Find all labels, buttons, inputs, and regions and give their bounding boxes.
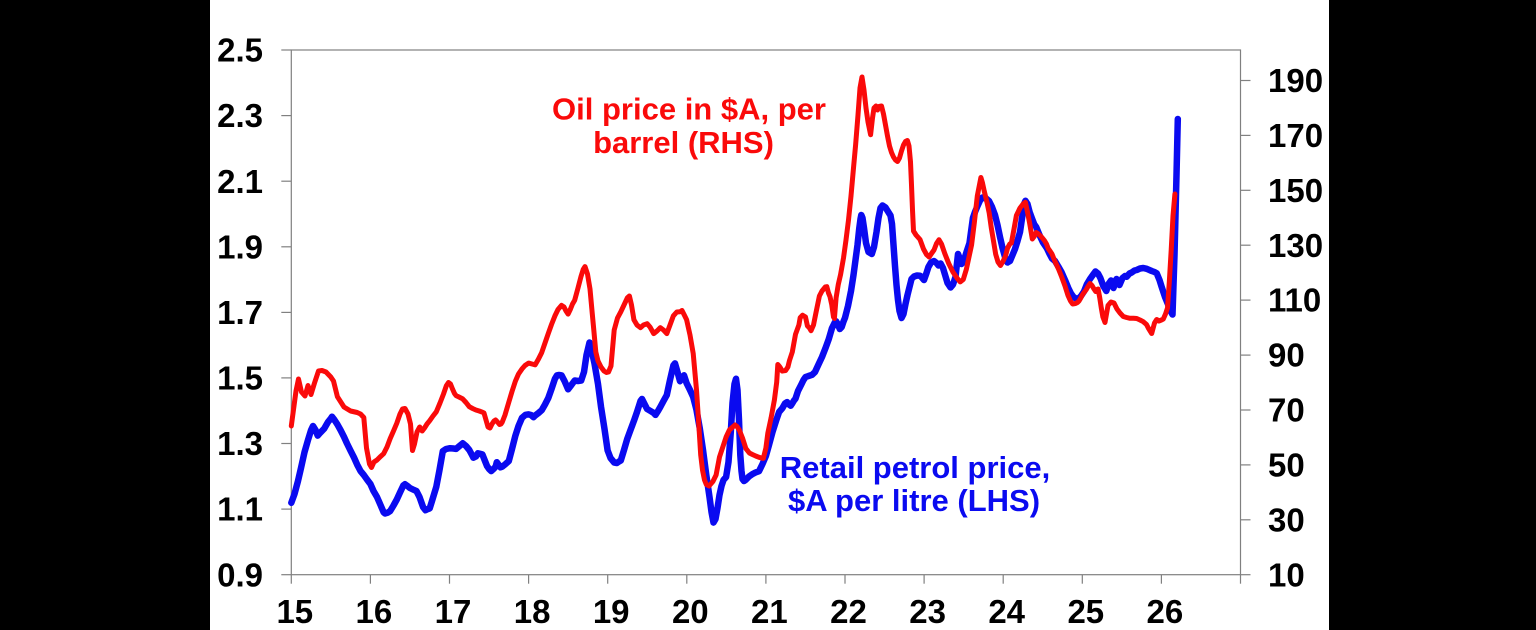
- svg-text:2.1: 2.1: [217, 163, 263, 200]
- svg-text:30: 30: [1268, 501, 1305, 538]
- svg-text:Retail petrol price,: Retail petrol price,: [780, 450, 1050, 485]
- svg-text:170: 170: [1268, 117, 1323, 154]
- svg-text:1.9: 1.9: [217, 228, 263, 265]
- svg-text:190: 190: [1268, 62, 1323, 99]
- svg-text:25: 25: [1067, 593, 1104, 630]
- svg-text:26: 26: [1147, 593, 1184, 630]
- svg-text:24: 24: [988, 593, 1025, 630]
- svg-text:2.5: 2.5: [217, 32, 263, 69]
- svg-text:0.9: 0.9: [217, 556, 263, 593]
- svg-text:17: 17: [435, 593, 472, 630]
- svg-text:50: 50: [1268, 447, 1305, 484]
- svg-text:15: 15: [276, 593, 313, 630]
- svg-text:10: 10: [1268, 556, 1305, 593]
- svg-text:20: 20: [672, 593, 709, 630]
- svg-text:16: 16: [356, 593, 393, 630]
- svg-text:$A per litre (LHS): $A per litre (LHS): [788, 483, 1040, 518]
- svg-text:barrel (RHS): barrel (RHS): [593, 125, 774, 160]
- svg-text:2.3: 2.3: [217, 97, 263, 134]
- svg-text:1.7: 1.7: [217, 294, 263, 331]
- svg-text:23: 23: [909, 593, 946, 630]
- svg-text:90: 90: [1268, 337, 1305, 374]
- svg-text:1.3: 1.3: [217, 425, 263, 462]
- svg-text:70: 70: [1268, 392, 1305, 429]
- svg-text:150: 150: [1268, 172, 1323, 209]
- svg-text:1.5: 1.5: [217, 360, 263, 397]
- svg-text:21: 21: [751, 593, 788, 630]
- svg-text:130: 130: [1268, 227, 1323, 264]
- svg-text:110: 110: [1268, 282, 1321, 319]
- svg-text:18: 18: [514, 593, 551, 630]
- svg-text:22: 22: [830, 593, 867, 630]
- svg-text:Oil price in $A, per: Oil price in $A, per: [552, 92, 826, 127]
- svg-text:1.1: 1.1: [217, 491, 263, 528]
- svg-text:19: 19: [593, 593, 630, 630]
